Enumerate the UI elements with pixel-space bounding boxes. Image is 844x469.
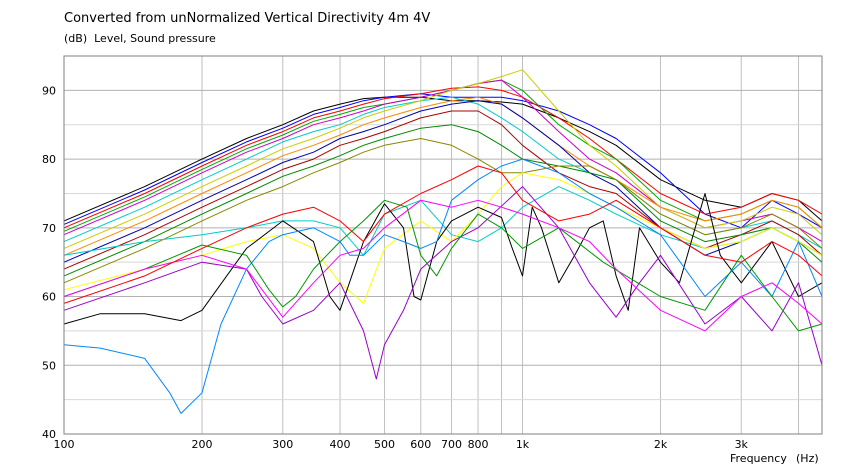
grid [63,56,822,434]
series-line-11 [63,124,823,277]
series-line-12 [63,138,823,284]
series-line-8 [63,96,823,256]
plot-background [64,56,822,434]
series-line-19 [63,199,823,332]
series-line-17 [63,186,823,380]
y-tick-label: 50 [42,359,56,372]
series-line-9 [63,100,823,263]
y-tick-label: 60 [42,291,56,304]
x-tick-label: 1k [516,438,530,451]
x-tick-label: 3k [735,438,749,451]
series-line-20 [63,165,823,304]
plot-frame [63,55,823,435]
x-tick-label: 2k [654,438,668,451]
x-axis-label: Frequency [730,452,787,465]
x-tick-label: 200 [192,438,213,451]
x-tick-label: 600 [410,438,431,451]
y-tick-labels: 90 80 70 60 50 40 [42,84,56,441]
y-axis-title: Level, Sound pressure [94,32,216,45]
x-tick-label: 300 [272,438,293,451]
y-axis-unit: (dB) [64,32,88,45]
x-tick-label: 400 [330,438,351,451]
y-tick-label: 40 [42,428,56,441]
x-tick-label: 700 [441,438,462,451]
series-line-18 [63,199,823,332]
series-line-16 [63,158,823,414]
chart-title: Converted from unNormalized Vertical Dir… [64,11,431,26]
x-tick-label: 500 [374,438,395,451]
y-tick-label: 80 [42,153,56,166]
x-tick-label: 100 [54,438,75,451]
series-line-7 [63,69,823,249]
series-layer [63,69,823,414]
y-tick-label: 90 [42,84,56,97]
x-tick-label: 800 [468,438,489,451]
y-tick-label: 70 [42,222,56,235]
x-axis-unit: (Hz) [796,452,819,465]
series-line-3 [63,86,823,229]
y-axis-label: (dB) Level, Sound pressure [64,32,216,45]
x-tick-labels: 100 200 300 400 500 600 700 800 1k 2k 3k [54,438,749,451]
